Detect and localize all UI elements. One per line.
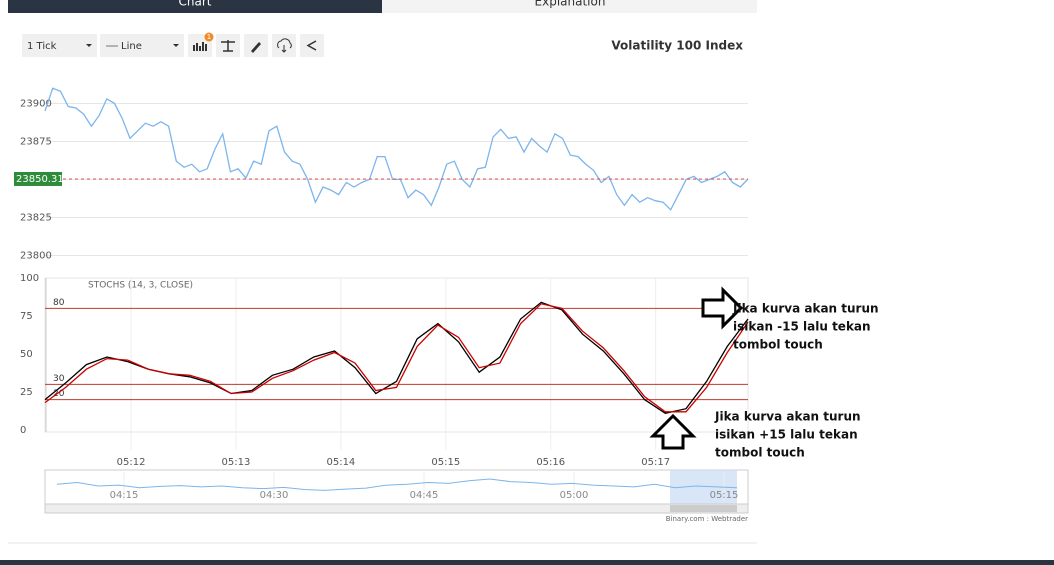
icon xyxy=(277,38,292,53)
interval-dropdown[interactable] xyxy=(22,34,97,57)
badge xyxy=(204,32,214,42)
chart-title: Volatility 100 Index xyxy=(611,39,743,53)
annotation: isikan -15 lalu tekan xyxy=(733,320,871,334)
icon xyxy=(306,40,317,51)
x-tick-label: 05:00 xyxy=(560,490,589,501)
x-tick-label: 05:15 xyxy=(431,457,460,468)
arrow-right xyxy=(701,286,744,330)
scrollbar xyxy=(44,503,749,514)
share-button[interactable] xyxy=(300,34,324,57)
annotation: tombol touch xyxy=(715,446,805,460)
y-tick-label: 23800 xyxy=(20,250,52,261)
y-tick-label: 23825 xyxy=(20,212,52,223)
dropdown-caret xyxy=(173,44,179,47)
series-line xyxy=(44,303,749,413)
interval-label: 1 Tick xyxy=(27,41,57,52)
tab-label[interactable]: Chart xyxy=(179,0,212,9)
annotation: Jika kurva akan turun xyxy=(732,302,879,316)
type-dropdown[interactable] xyxy=(100,34,184,57)
attribution: Binary.com : Webtrader xyxy=(666,515,748,523)
x-tick-label: 05:16 xyxy=(536,457,565,468)
type-label: Line xyxy=(121,41,142,52)
annotation: tombol touch xyxy=(733,338,823,352)
level-label: 20 xyxy=(53,389,65,399)
annotation: Jika kurva akan turun xyxy=(714,410,861,424)
level-label: 30 xyxy=(53,374,65,384)
y-tick-label: 23900 xyxy=(20,98,52,109)
series-line xyxy=(56,478,738,491)
dropdown-caret xyxy=(86,44,92,47)
series-line xyxy=(44,301,749,414)
icon xyxy=(251,42,261,53)
tab-label[interactable]: Explanation xyxy=(535,0,606,9)
x-tick-label: 05:17 xyxy=(641,457,670,468)
y-tick-label: 100 xyxy=(20,273,39,284)
x-tick-label: 05:14 xyxy=(326,457,355,468)
x-tick-label: 05:13 xyxy=(222,457,251,468)
scrollbar-thumb xyxy=(670,505,737,512)
last-value-label: 23850.31 xyxy=(16,174,64,185)
y-tick-label: 50 xyxy=(20,349,33,360)
plot-frame xyxy=(44,277,749,433)
tab-active[interactable] xyxy=(8,0,382,13)
y-tick-label: 75 xyxy=(20,311,33,322)
x-tick-label: 05:12 xyxy=(117,457,146,468)
footer-bar xyxy=(0,560,1054,565)
y-tick-label: 0 xyxy=(20,425,26,436)
level-label: 80 xyxy=(53,298,65,308)
y-tick-label: 25 xyxy=(20,387,33,398)
series-line xyxy=(44,87,749,211)
x-tick-label: 04:45 xyxy=(410,490,439,501)
tab[interactable] xyxy=(382,0,757,13)
arrow-up xyxy=(649,413,697,450)
icon xyxy=(193,42,207,51)
last-value-box xyxy=(14,171,62,186)
x-tick-label: 04:30 xyxy=(260,490,289,501)
toolbar-buttons: 1 xyxy=(188,32,324,57)
x-tick-label: 04:15 xyxy=(110,490,139,501)
plots: 238002382523850238752390023850.310255075… xyxy=(14,87,749,514)
icon xyxy=(221,40,235,52)
indicator-title: STOCHS (14, 3, CLOSE) xyxy=(88,281,193,291)
badge-label: 1 xyxy=(207,33,211,41)
annotation: isikan +15 lalu tekan xyxy=(715,428,858,442)
y-tick-label: 23875 xyxy=(20,136,52,147)
x-tick-label: 05:15 xyxy=(710,490,739,501)
